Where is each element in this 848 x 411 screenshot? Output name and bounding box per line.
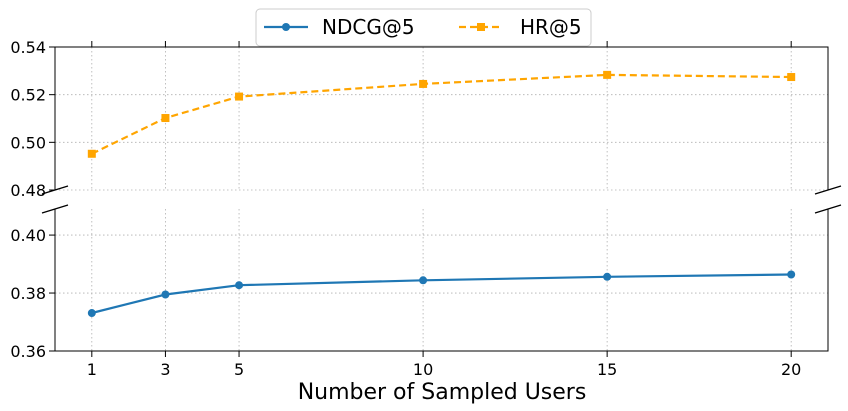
data-point [161,290,170,299]
data-point [161,114,170,123]
series-line-ndcg-5 [91,273,792,315]
x-tick-label: 15 [597,360,617,379]
legend-marker [477,23,485,31]
upper-y-tick-label: 0.54 [10,38,46,57]
lower-y-tick-label: 0.38 [10,284,46,303]
x-tick-label: 1 [87,360,97,379]
data-point [87,309,96,318]
axis-break-mark [814,204,842,214]
data-point [787,73,796,82]
legend-label: HR@5 [520,15,582,39]
upper-axes-frame [54,46,829,190]
x-tick-label: 5 [234,360,244,379]
data-point [235,281,244,290]
lower-axes-frame [54,209,829,352]
data-point [603,272,612,281]
grid-lines [55,46,828,352]
data-point [419,79,428,88]
x-tick-label: 10 [413,360,433,379]
upper-y-tick-label: 0.52 [10,86,46,105]
axis-break-mark [41,204,69,214]
upper-y-tick-label: 0.50 [10,133,46,152]
legend: NDCG@5 HR@5 [255,8,592,47]
series-line-hr-5 [91,73,792,155]
series-layer [87,70,796,318]
x-tick-label: 3 [160,360,170,379]
data-point [235,92,244,101]
legend-box [255,8,592,47]
data-point [419,276,428,285]
data-point [787,270,796,279]
data-point [87,149,96,158]
axes: 0.48 0.50 0.52 0.54 0.36 0.38 0.40 1 3 5 10 15 20 [10,38,842,379]
legend-label: NDCG@5 [322,15,415,39]
lower-y-tick-label: 0.40 [10,226,46,245]
upper-y-tick-label: 0.48 [10,181,46,200]
x-tick-label: 20 [781,360,801,379]
x-axis-label: Number of Sampled Users [298,380,587,405]
lower-y-tick-label: 0.36 [10,342,46,361]
data-point [603,70,612,79]
legend-marker [282,23,290,31]
axis-break-mark [814,185,842,195]
